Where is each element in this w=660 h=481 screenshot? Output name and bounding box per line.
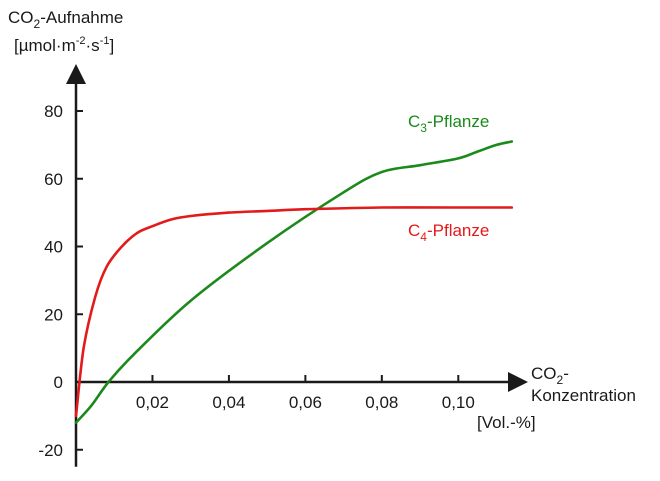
x-axis-unit: [Vol.-%] [477, 413, 536, 432]
series-label-c3: C3-Pflanze [408, 112, 489, 135]
series-label-c4: C4-Pflanze [408, 221, 489, 244]
series-line-c4 [74, 206, 514, 418]
x-tick-label: 0,10 [442, 393, 475, 412]
x-ticks: 0,02 0,04 0,06 0,08 0,10 [136, 375, 475, 412]
x-tick-label: 0,04 [212, 393, 245, 412]
y-tick-label: 20 [44, 305, 63, 324]
x-tick-label: 0,08 [365, 393, 398, 412]
x-tick-label: 0,06 [289, 393, 322, 412]
y-axis-title-line2: [µmol·m-2·s-1] [14, 35, 114, 55]
series-line-c3 [74, 140, 514, 424]
y-tick-label: 0 [54, 373, 63, 392]
x-axis-title-line2: Konzentration [531, 386, 636, 405]
y-tick-label: -20 [38, 441, 63, 460]
y-tick-label: 60 [44, 170, 63, 189]
y-tick-label: 40 [44, 238, 63, 257]
x-axis-title-line1: CO2- [531, 364, 569, 387]
y-axis-title-line1: CO2-Aufnahme [8, 8, 123, 31]
y-tick-label: 80 [44, 102, 63, 121]
series-group [74, 140, 514, 424]
x-tick-label: 0,02 [136, 393, 169, 412]
